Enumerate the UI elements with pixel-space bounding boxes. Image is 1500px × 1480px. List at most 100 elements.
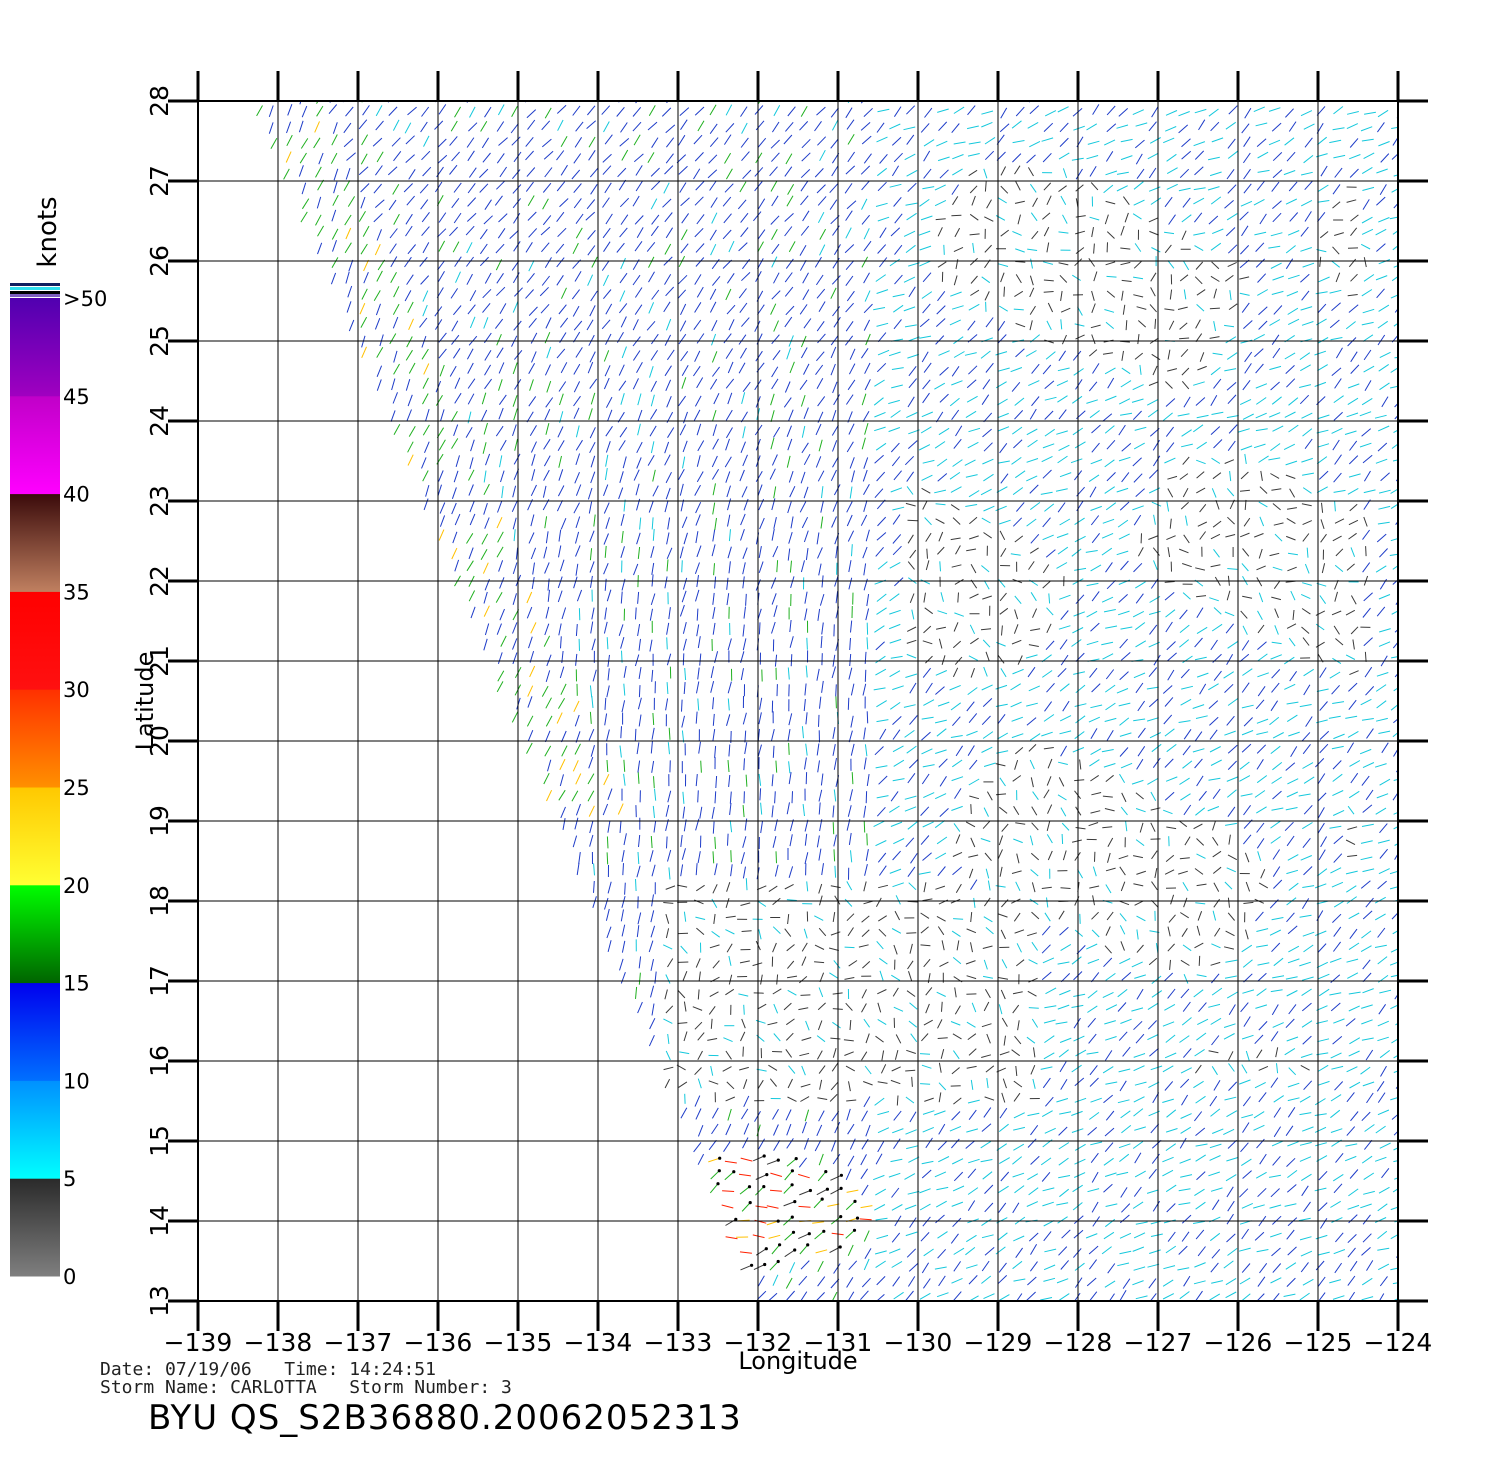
wind-vector — [1317, 211, 1326, 223]
wind-vector — [1378, 868, 1390, 875]
wind-vector — [424, 441, 430, 453]
wind-vector — [1196, 459, 1206, 465]
wind-vector — [1041, 1171, 1051, 1182]
wind-vector — [1012, 1004, 1020, 1014]
wind-vector — [891, 1066, 901, 1072]
wind-vector — [818, 848, 822, 861]
wind-vector — [1162, 412, 1173, 421]
wind-vector — [1041, 886, 1052, 889]
wind-vector — [1168, 320, 1175, 330]
wind-vector — [951, 380, 963, 386]
wind-vector — [1026, 1201, 1039, 1207]
wind-vector — [1299, 1095, 1311, 1103]
wind-vector — [1360, 243, 1371, 250]
wind-vector — [711, 544, 716, 557]
wind-vector — [771, 774, 774, 787]
wind-vector — [1075, 827, 1086, 830]
x-tick-label: −127 — [1124, 1328, 1193, 1357]
wind-vector — [1211, 137, 1224, 143]
wind-vector — [845, 260, 855, 271]
wind-vector — [1331, 260, 1341, 268]
wind-vector — [889, 609, 901, 615]
wind-vector — [1057, 546, 1069, 555]
wind-vector — [650, 180, 661, 191]
wind-vector — [452, 241, 460, 253]
wind-vector — [1303, 1201, 1311, 1212]
wind-vector — [1194, 108, 1207, 114]
wind-vector — [1411, 775, 1418, 785]
wind-vector — [894, 213, 903, 224]
wind-vector — [1182, 745, 1191, 756]
wind-vector — [936, 1186, 949, 1191]
wind-vector — [1210, 395, 1218, 406]
wind-vector — [1062, 850, 1067, 861]
wind-vector — [816, 184, 826, 194]
wind-vector — [919, 1203, 931, 1211]
wind-vector — [1317, 136, 1328, 146]
wind-vector — [603, 533, 609, 545]
wind-vector — [1393, 1160, 1398, 1163]
wind-vector — [1303, 944, 1314, 953]
wind-vector — [1043, 1277, 1056, 1282]
wind-vector — [1268, 457, 1281, 461]
wind-vector — [375, 303, 381, 316]
wind-vector — [1349, 928, 1358, 940]
wind-vector — [1366, 1260, 1374, 1271]
wind-vector — [1012, 668, 1024, 675]
wind-vector — [1164, 728, 1175, 737]
wind-vector — [832, 381, 838, 394]
wind-vector — [1225, 227, 1236, 237]
wind-vector — [1212, 788, 1221, 799]
wind-vector — [1164, 758, 1174, 768]
wind-vector — [1227, 261, 1237, 268]
wind-vector — [1254, 1081, 1266, 1089]
wind-vector — [1319, 256, 1322, 267]
wind-vector — [833, 394, 841, 406]
wind-vector — [757, 137, 767, 148]
wind-vector — [575, 531, 580, 544]
rain-flag-dot — [824, 1170, 828, 1174]
wind-vector — [742, 805, 745, 818]
wind-vector — [1042, 443, 1055, 449]
wind-vector — [619, 303, 628, 314]
wind-vector — [742, 638, 747, 651]
wind-vector — [1241, 944, 1253, 953]
wind-vector — [818, 802, 821, 815]
wind-vector — [556, 712, 563, 724]
wind-vector — [874, 454, 884, 464]
wind-vector — [715, 775, 718, 789]
wind-vector — [637, 423, 641, 436]
wind-vector — [814, 961, 825, 964]
wind-vector — [817, 470, 825, 482]
wind-vector — [559, 774, 564, 787]
wind-vector — [1116, 688, 1129, 694]
wind-vector — [1284, 821, 1294, 832]
wind-vector — [1000, 547, 1007, 557]
wind-vector — [1344, 430, 1357, 435]
wind-vector — [392, 183, 400, 195]
wind-vector — [953, 106, 965, 114]
wind-vector — [821, 622, 824, 635]
wind-vector — [1349, 503, 1358, 512]
wind-vector — [1165, 1143, 1176, 1152]
wind-vector — [468, 122, 478, 132]
wind-vector — [831, 409, 837, 422]
wind-vector — [440, 409, 445, 421]
wind-vector — [693, 1142, 702, 1153]
wind-vector — [740, 513, 746, 526]
wind-vector — [1166, 744, 1177, 753]
wind-vector — [666, 137, 675, 148]
wind-vector — [694, 350, 701, 362]
wind-vector — [1315, 930, 1327, 937]
wind-vector — [1088, 1245, 1099, 1255]
wind-vector — [1058, 1126, 1068, 1136]
wind-vector — [638, 685, 641, 698]
wind-vector — [544, 257, 552, 268]
wind-vector — [407, 244, 416, 255]
wind-vector — [1133, 562, 1143, 573]
wind-vector — [832, 822, 835, 835]
wind-vector — [1014, 929, 1025, 934]
wind-vector — [544, 107, 552, 119]
wind-vector — [1407, 1173, 1415, 1182]
